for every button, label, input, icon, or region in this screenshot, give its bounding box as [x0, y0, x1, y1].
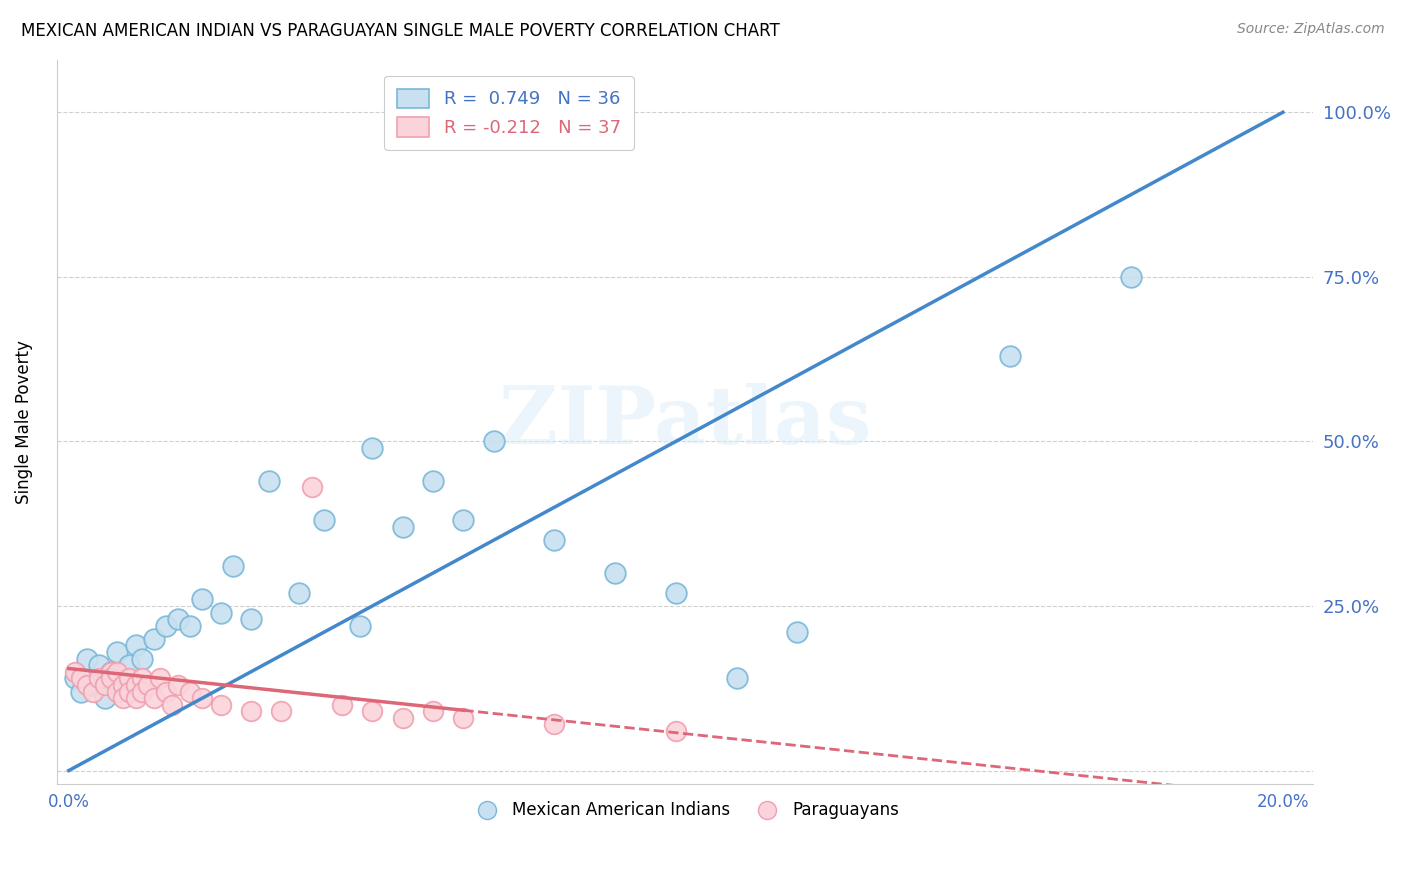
Point [191, 592, 214, 607]
Point [301, 481, 323, 495]
Point [82, 684, 104, 698]
Point [155, 684, 177, 698]
Text: MEXICAN AMERICAN INDIAN VS PARAGUAYAN SINGLE MALE POVERTY CORRELATION CHART: MEXICAN AMERICAN INDIAN VS PARAGUAYAN SI… [21, 22, 780, 40]
Point [288, 586, 311, 600]
Point [131, 651, 153, 665]
Point [70, 672, 93, 686]
Point [167, 678, 190, 692]
Point [239, 704, 262, 718]
Point [330, 698, 353, 712]
Point [118, 672, 141, 686]
Point [112, 678, 135, 692]
Point [1121, 269, 1143, 284]
Point [422, 474, 444, 488]
Point [87, 658, 110, 673]
Point [124, 691, 146, 706]
Text: ZIPatlas: ZIPatlas [499, 383, 872, 460]
Point [482, 434, 505, 449]
Point [76, 678, 98, 692]
Point [160, 698, 183, 712]
Point [142, 632, 165, 646]
Point [179, 619, 201, 633]
Point [112, 672, 135, 686]
Point [142, 691, 165, 706]
Point [209, 606, 232, 620]
Point [100, 665, 122, 679]
Legend: Mexican American Indians, Paraguayans: Mexican American Indians, Paraguayans [464, 795, 905, 826]
Point [361, 704, 384, 718]
Point [453, 513, 475, 527]
Point [100, 665, 122, 679]
Point [209, 698, 232, 712]
Point [112, 691, 135, 706]
Point [543, 533, 565, 548]
Point [131, 684, 153, 698]
Point [391, 711, 413, 725]
Point [63, 672, 86, 686]
Point [70, 684, 93, 698]
Point [136, 678, 159, 692]
Point [665, 724, 688, 739]
Point [94, 678, 117, 692]
Point [124, 678, 146, 692]
Point [998, 349, 1021, 363]
Point [257, 474, 280, 488]
Point [239, 612, 262, 626]
Point [221, 559, 243, 574]
Point [543, 717, 565, 731]
Point [179, 684, 201, 698]
Point [167, 612, 190, 626]
Point [361, 441, 384, 455]
Point [725, 672, 748, 686]
Point [155, 619, 177, 633]
Point [118, 658, 141, 673]
Point [312, 513, 335, 527]
Point [63, 665, 86, 679]
Point [87, 672, 110, 686]
Point [453, 711, 475, 725]
Point [118, 684, 141, 698]
Point [105, 645, 128, 659]
Text: Source: ZipAtlas.com: Source: ZipAtlas.com [1237, 22, 1385, 37]
Y-axis label: Single Male Poverty: Single Male Poverty [15, 340, 32, 504]
Point [786, 625, 808, 640]
Point [422, 704, 444, 718]
Point [105, 665, 128, 679]
Point [391, 520, 413, 534]
Point [270, 704, 292, 718]
Point [76, 651, 98, 665]
Point [94, 691, 117, 706]
Point [131, 672, 153, 686]
Point [82, 678, 104, 692]
Point [105, 684, 128, 698]
Point [149, 672, 172, 686]
Point [124, 639, 146, 653]
Point [665, 586, 688, 600]
Point [349, 619, 371, 633]
Point [191, 691, 214, 706]
Point [605, 566, 627, 580]
Point [100, 672, 122, 686]
